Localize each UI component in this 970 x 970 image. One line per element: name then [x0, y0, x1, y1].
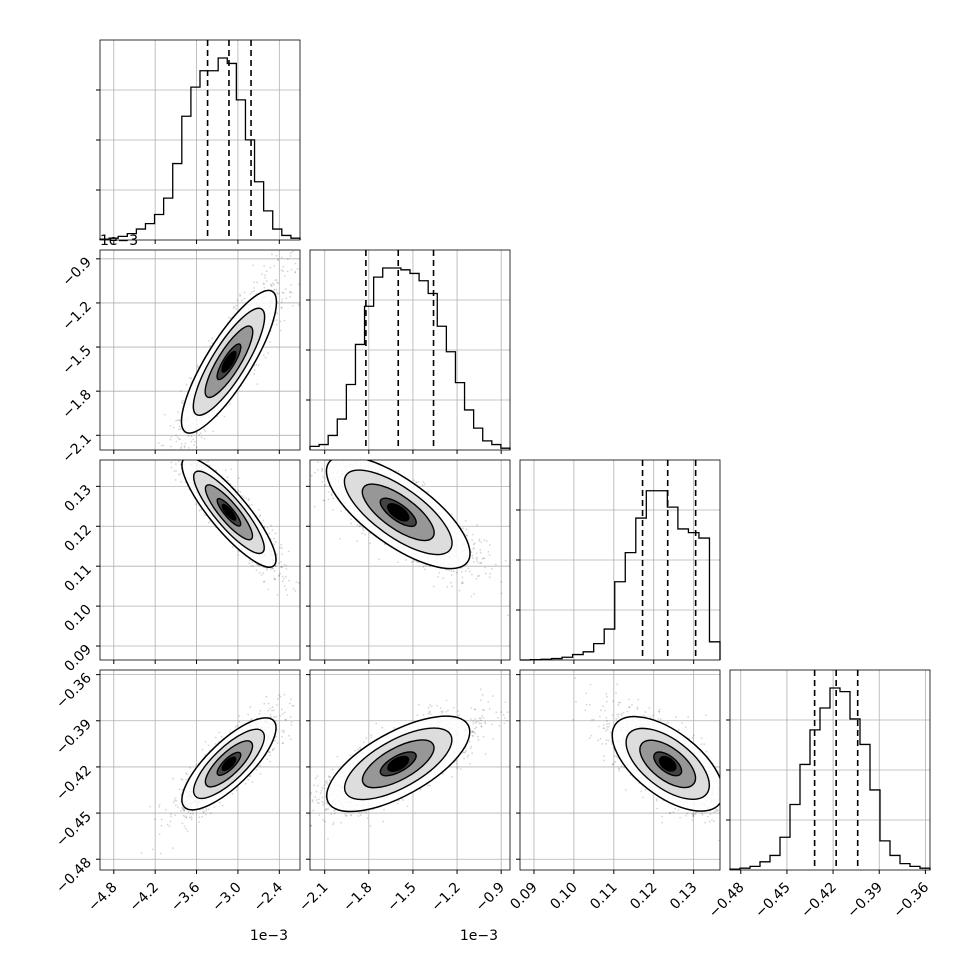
- x-offset-label-p0: 1e−3: [250, 928, 288, 944]
- panel-frame: [519, 459, 721, 661]
- hist-step-p0: [99, 57, 301, 240]
- pair-panel-p1-p3: [306, 669, 511, 874]
- pair-content: [100, 250, 300, 450]
- x-tick-label-p2: 0.13: [667, 880, 700, 913]
- x-tick-label-p0: −4.2: [127, 880, 162, 915]
- pair-panel-p1-p2: [306, 459, 511, 664]
- x-tick-label-p1: −1.8: [340, 880, 375, 915]
- x-tick-label-p2: 0.12: [627, 880, 660, 913]
- x-tick-label-p0: −4.8: [85, 880, 120, 915]
- x-tick-label-p3: −0.36: [891, 879, 933, 921]
- outer-contour: [325, 460, 471, 570]
- y-tick-label-p1: −1.8: [59, 387, 94, 422]
- hist-step-p3: [729, 687, 931, 870]
- y-tick-label-p2: 0.11: [61, 562, 94, 595]
- x-tick-label-p0: −3.0: [209, 880, 244, 915]
- panel-frame: [519, 669, 721, 871]
- y-offset-label-p1: 1e−3: [100, 233, 138, 249]
- y-tick-label-p3: −0.36: [53, 670, 95, 712]
- x-tick-label-p1: −1.5: [384, 880, 419, 915]
- x-tick-label-p1: −2.1: [296, 880, 331, 915]
- x-tick-label-p3: −0.39: [844, 880, 886, 922]
- y-tick-label-p2: 0.10: [61, 602, 94, 635]
- panel-frame: [99, 459, 301, 661]
- pair-content: [310, 670, 510, 870]
- x-tick-label-p0: −3.6: [168, 879, 203, 914]
- x-tick-label-p2: 0.11: [587, 880, 620, 913]
- y-tick-label-p3: −0.39: [53, 716, 95, 758]
- hist-panel-p3: [726, 669, 931, 874]
- hist-step-p1: [309, 267, 511, 450]
- x-tick-label-p2: 0.10: [547, 880, 580, 913]
- x-tick-label-p3: −0.48: [706, 880, 748, 922]
- y-tick-label-p3: −0.42: [53, 762, 95, 804]
- pair-panel-p2-p3: [516, 669, 721, 874]
- outer-contour: [325, 715, 471, 813]
- pair-panel-p0-p3: [96, 669, 301, 874]
- panel-frame: [309, 459, 511, 661]
- pair-panel-p0-p1: [96, 249, 301, 454]
- density-peak: [658, 755, 677, 772]
- pair-panel-p0-p2: [96, 459, 301, 664]
- density-peak: [387, 755, 410, 772]
- x-tick-label-p3: −0.45: [752, 880, 794, 922]
- tick-labels: −4.8 −4.2 −3.6 −3.0 −2.4 1e−3 −2.1 −1.8 −1.5 −1.2…: [53, 233, 932, 944]
- y-tick-label-p1: −1.2: [59, 298, 94, 333]
- x-tick-label-p1: −1.2: [429, 880, 464, 915]
- panels-layer: −4.8 −4.2 −3.6 −3.0 −2.4 1e−3 −2.1 −1.8 −1.5 −1.2…: [53, 39, 932, 944]
- panel-frame: [99, 249, 301, 451]
- density-peak: [221, 756, 237, 772]
- y-tick-label-p2: 0.09: [61, 642, 94, 675]
- panel-frame: [99, 39, 301, 241]
- outer-contour: [180, 289, 278, 434]
- y-tick-label-p3: −0.45: [53, 809, 95, 851]
- y-tick-label-p2: 0.13: [61, 482, 94, 515]
- x-offset-label-p1: 1e−3: [460, 928, 498, 944]
- x-tick-label-p0: −2.4: [251, 879, 286, 914]
- y-tick-label-p2: 0.12: [61, 522, 94, 555]
- pair-content: [100, 460, 300, 660]
- panel-frame: [99, 669, 301, 871]
- density-peak: [221, 350, 237, 373]
- panel-frame: [729, 669, 931, 871]
- pair-content: [520, 670, 720, 870]
- y-tick-label-p1: −2.1: [59, 431, 94, 466]
- x-tick-label-p1: −0.9: [473, 880, 508, 915]
- pair-content: [100, 670, 300, 870]
- x-tick-label-p2: 0.09: [507, 880, 540, 913]
- outer-contour: [181, 717, 277, 811]
- hist-panel-p0: [96, 39, 301, 244]
- panel-frame: [309, 669, 511, 871]
- outer-contour: [181, 460, 277, 568]
- density-peak: [221, 503, 237, 521]
- y-tick-label-p1: −0.9: [59, 254, 94, 289]
- pair-content: [310, 460, 510, 660]
- hist-panel-p1: [306, 249, 511, 454]
- density-peak: [387, 503, 410, 522]
- x-tick-label-p3: −0.42: [798, 880, 840, 922]
- y-tick-label-p1: −1.5: [59, 343, 94, 378]
- hist-panel-p2: [516, 459, 721, 664]
- y-tick-label-p3: −0.48: [53, 855, 95, 897]
- hist-step-p2: [520, 490, 721, 661]
- panel-frame: [309, 249, 511, 451]
